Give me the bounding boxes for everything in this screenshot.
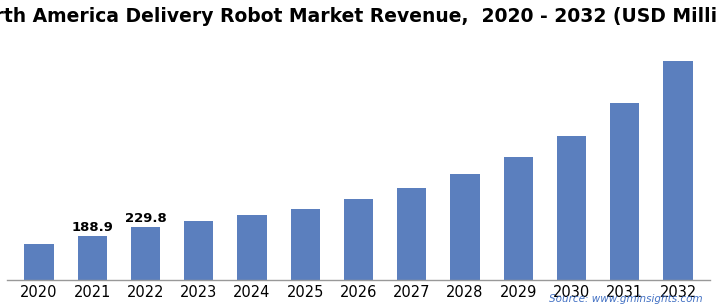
Bar bbox=[237, 216, 267, 280]
Bar bbox=[503, 157, 533, 280]
Text: 188.9: 188.9 bbox=[71, 221, 113, 234]
Bar bbox=[450, 174, 480, 280]
Bar bbox=[130, 227, 160, 280]
Bar bbox=[344, 199, 373, 280]
Bar bbox=[663, 61, 693, 280]
Bar bbox=[77, 236, 107, 280]
Bar bbox=[290, 209, 320, 280]
Bar bbox=[184, 221, 214, 280]
Text: Source: www.gminsights.com: Source: www.gminsights.com bbox=[549, 294, 703, 304]
Bar bbox=[610, 103, 640, 280]
Bar bbox=[557, 136, 587, 280]
Title: North America Delivery Robot Market Revenue,  2020 - 2032 (USD Million): North America Delivery Robot Market Reve… bbox=[0, 7, 717, 26]
Bar bbox=[24, 244, 54, 280]
Text: 229.8: 229.8 bbox=[125, 212, 166, 225]
Bar bbox=[397, 188, 427, 280]
